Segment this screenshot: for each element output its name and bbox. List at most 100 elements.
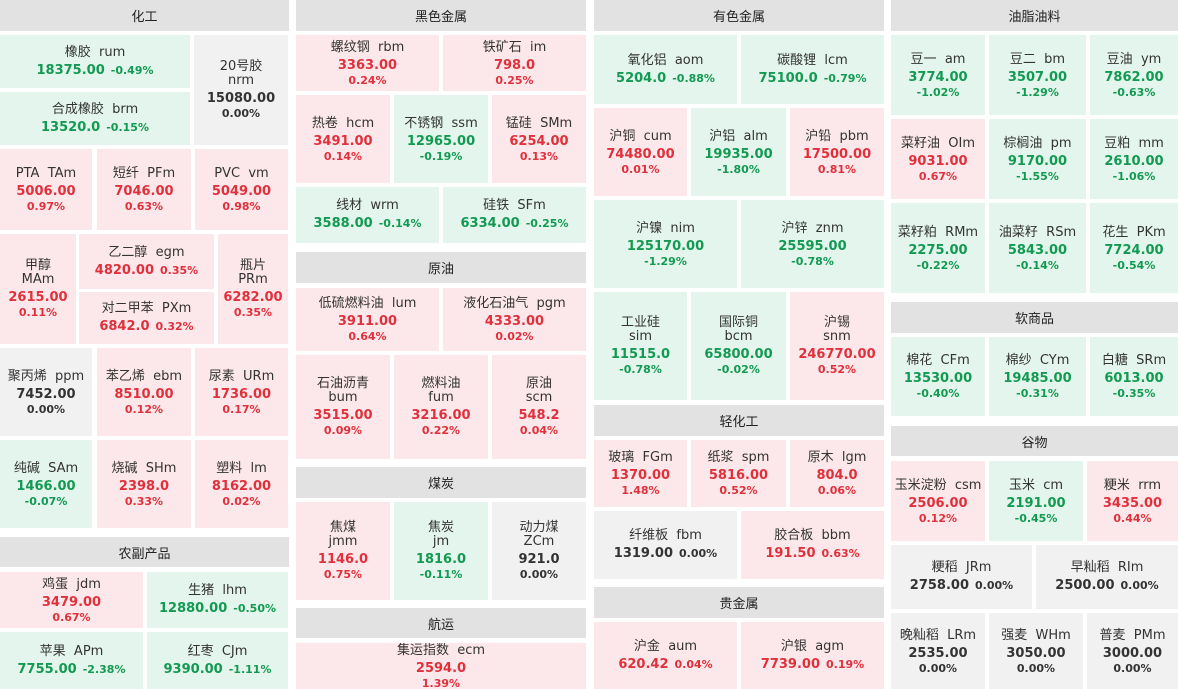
price-row: 7755.00 -2.38% [18, 662, 126, 678]
tile-egm[interactable]: 乙二醇 egm 4820.00 0.35% [79, 234, 214, 289]
tile-rbm[interactable]: 螺纹钢 rbm 3363.00 0.24% [296, 35, 439, 91]
tile-am[interactable]: 豆一 am 3774.00 -1.02% [891, 35, 985, 115]
name-line: 晚籼稻 LRm [900, 628, 976, 643]
tile-pmm[interactable]: 普麦 PMm 3000.00 0.00% [1087, 613, 1178, 689]
contract-code: fum [428, 390, 454, 405]
tile-aom[interactable]: 氧化铝 aom 5204.0 -0.88% [594, 35, 737, 104]
tile-bum[interactable]: 石油沥青 bum 3515.00 0.09% [296, 355, 390, 459]
tile-lgm[interactable]: 原木 lgm 804.0 0.06% [790, 440, 884, 507]
tile-content: 碳酸锂 lcm 75100.0 -0.79% [759, 53, 867, 87]
tile-srm[interactable]: 白糖 SRm 6013.00 -0.35% [1090, 337, 1178, 416]
tile-shm[interactable]: 烧碱 SHm 2398.0 0.33% [97, 440, 191, 528]
tile-rmm[interactable]: 菜籽粕 RMm 2275.00 -0.22% [891, 203, 985, 293]
change-percent: 1.48% [621, 484, 660, 497]
tile-ssm[interactable]: 不锈钢 ssm 12965.00 -0.19% [394, 95, 488, 183]
tile-nim[interactable]: 沪镍 nim 125170.00 -1.29% [594, 200, 737, 288]
commodity-name: 沪镍 [636, 220, 663, 236]
tile-lhm[interactable]: 生猪 lhm 12880.00 -0.50% [147, 572, 288, 628]
tile-rsm[interactable]: 油菜籽 RSm 5843.00 -0.14% [989, 203, 1086, 293]
tile-snm[interactable]: 沪锡 snm 246770.00 0.52% [790, 292, 884, 400]
tile-ebm[interactable]: 苯乙烯 ebm 8510.00 0.12% [97, 348, 191, 436]
tile-aum[interactable]: 沪金 aum 620.42 0.04% [594, 622, 737, 689]
tile-whm[interactable]: 强麦 WHm 3050.00 0.00% [989, 613, 1083, 689]
tile-fbm[interactable]: 纤维板 fbm 1319.00 0.00% [594, 511, 737, 579]
commodity-name: 线材 [336, 198, 363, 213]
tile-sfm[interactable]: 硅铁 SFm 6334.00 -0.25% [443, 187, 586, 243]
tile-mam[interactable]: 甲醇 MAm 2615.00 0.11% [0, 234, 76, 344]
tile-csm[interactable]: 玉米淀粉 csm 2506.00 0.12% [891, 461, 985, 541]
tile-tam[interactable]: PTA TAm 5006.00 0.97% [0, 149, 92, 230]
contract-code: lhm [222, 583, 247, 598]
tile-ppm[interactable]: 聚丙烯 ppm 7452.00 0.00% [0, 348, 92, 436]
tile-cm[interactable]: 玉米 cm 2191.00 -0.45% [989, 461, 1083, 541]
tile-jm[interactable]: 焦炭 jm 1816.0 -0.11% [394, 502, 488, 600]
tile-cym[interactable]: 棉纱 CYm 19485.00 -0.31% [989, 337, 1086, 416]
tile-sim[interactable]: 工业硅 sim 11515.0 -0.78% [594, 292, 687, 400]
tile-content: 白糖 SRm 6013.00 -0.35% [1102, 353, 1166, 400]
tile-cjm[interactable]: 红枣 CJm 9390.00 -1.11% [147, 632, 288, 689]
last-price: 9031.00 [908, 153, 968, 169]
tile-cfm[interactable]: 棉花 CFm 13530.00 -0.40% [891, 337, 985, 416]
tile-bbm[interactable]: 胶合板 bbm 191.50 0.63% [741, 511, 884, 579]
tile-lum[interactable]: 低硫燃料油 lum 3911.00 0.64% [296, 288, 439, 351]
tile-nrm[interactable]: 20号胶 nrm 15080.00 0.00% [194, 35, 288, 145]
tile-rrm[interactable]: 粳米 rrm 3435.00 0.44% [1087, 461, 1178, 541]
commodity-name: 红枣 [187, 643, 214, 659]
tile-ym[interactable]: 豆油 ym 7862.00 -0.63% [1090, 35, 1178, 115]
tile-jrm[interactable]: 粳稻 JRm 2758.00 0.00% [891, 545, 1032, 609]
change-percent: 0.04% [519, 424, 559, 437]
tile-pgm[interactable]: 液化石油气 pgm 4333.00 0.02% [443, 288, 586, 351]
tile-pm[interactable]: 棕榈油 pm 9170.00 -1.55% [989, 119, 1086, 199]
commodity-name: 橡胶 [64, 44, 91, 60]
tile-bcm[interactable]: 国际铜 bcm 65800.00 -0.02% [691, 292, 786, 400]
last-price: 548.2 [518, 408, 560, 423]
tile-smm[interactable]: 锰硅 SMm 6254.00 0.13% [492, 95, 586, 183]
name-line: 合成橡胶 brm [52, 102, 138, 117]
last-price: 6254.00 [509, 133, 569, 149]
tile-brm[interactable]: 合成橡胶 brm 13520.0 -0.15% [0, 92, 190, 145]
last-price: 2594.0 [415, 660, 467, 676]
tile-ecm[interactable]: 集运指数 ecm 2594.0 1.39% [296, 643, 586, 689]
section-header-coal: 煤炭 [296, 467, 586, 498]
tile-vm[interactable]: PVC vm 5049.00 0.98% [195, 149, 288, 230]
last-price: 2610.00 [1104, 153, 1164, 169]
tile-jmm[interactable]: 焦煤 jmm 1146.0 0.75% [296, 502, 390, 600]
tile-pxm[interactable]: 对二甲苯 PXm 6842.0 0.32% [79, 292, 214, 344]
tile-scm[interactable]: 原油 scm 548.2 0.04% [492, 355, 586, 459]
tile-fgm[interactable]: 玻璃 FGm 1370.00 1.48% [594, 440, 687, 507]
tile-agm[interactable]: 沪银 agm 7739.00 0.19% [741, 622, 884, 689]
change-percent: 0.00% [679, 547, 718, 560]
tile-lm[interactable]: 塑料 lm 8162.00 0.02% [195, 440, 288, 528]
tile-sam[interactable]: 纯碱 SAm 1466.00 -0.07% [0, 440, 92, 528]
tile-jdm[interactable]: 鸡蛋 jdm 3479.00 0.67% [0, 572, 143, 628]
tile-fum[interactable]: 燃料油 fum 3216.00 0.22% [394, 355, 488, 459]
tile-im[interactable]: 铁矿石 im 798.0 0.25% [443, 35, 586, 91]
last-price: 19935.00 [704, 146, 773, 162]
tile-pbm[interactable]: 沪铅 pbm 17500.00 0.81% [790, 108, 884, 196]
tile-urm[interactable]: 尿素 URm 1736.00 0.17% [195, 348, 288, 436]
tile-wrm[interactable]: 线材 wrm 3588.00 -0.14% [296, 187, 439, 243]
tile-alm[interactable]: 沪铝 alm 19935.00 -1.80% [691, 108, 786, 196]
tile-pfm[interactable]: 短纤 PFm 7046.00 0.63% [97, 149, 191, 230]
tile-hcm[interactable]: 热卷 hcm 3491.00 0.14% [296, 95, 390, 183]
contract-code: snm [823, 329, 851, 344]
name-line: 石油沥青 [317, 377, 369, 391]
tile-rum[interactable]: 橡胶 rum 18375.00 -0.49% [0, 35, 190, 88]
tile-oim[interactable]: 菜籽油 OIm 9031.00 0.67% [891, 119, 985, 199]
tile-pkm[interactable]: 花生 PKm 7724.00 -0.54% [1090, 203, 1178, 293]
tile-znm[interactable]: 沪锌 znm 25595.00 -0.78% [741, 200, 884, 288]
contract-code: RSm [1046, 224, 1077, 240]
tile-lrm[interactable]: 晚籼稻 LRm 2535.00 0.00% [891, 613, 985, 689]
tile-mm[interactable]: 豆粕 mm 2610.00 -1.06% [1090, 119, 1178, 199]
tile-bm[interactable]: 豆二 bm 3507.00 -1.29% [989, 35, 1086, 115]
commodity-name: 国际铜 [718, 315, 758, 330]
change-percent: 0.98% [222, 200, 261, 213]
tile-spm[interactable]: 纸浆 spm 5816.00 0.52% [691, 440, 786, 507]
tile-zcm[interactable]: 动力煤 ZCm 921.0 0.00% [492, 502, 586, 600]
tile-prm[interactable]: 瓶片 PRm 6282.00 0.35% [218, 234, 288, 344]
tile-lcm[interactable]: 碳酸锂 lcm 75100.0 -0.79% [741, 35, 884, 104]
tile-apm[interactable]: 苹果 APm 7755.00 -2.38% [0, 632, 143, 689]
tile-rim[interactable]: 早籼稻 RIm 2500.00 0.00% [1036, 545, 1178, 609]
name-line: 橡胶 rum [65, 45, 126, 60]
tile-cum[interactable]: 沪铜 cum 74480.00 0.01% [594, 108, 687, 196]
